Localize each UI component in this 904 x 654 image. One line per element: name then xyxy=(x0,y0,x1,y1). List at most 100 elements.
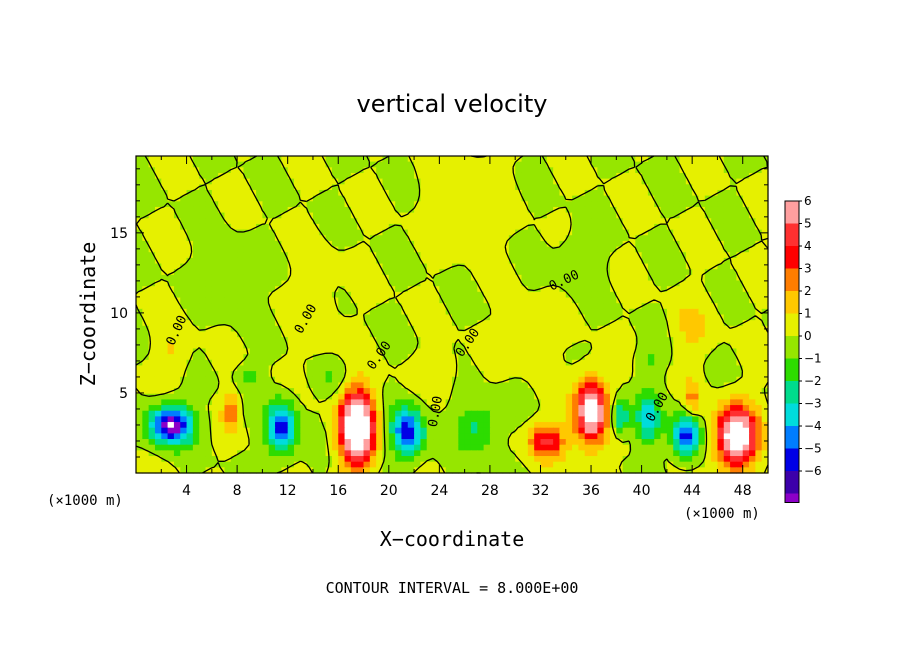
heatmap-cell xyxy=(477,376,485,384)
heatmap-cell xyxy=(357,178,365,185)
heatmap-cell xyxy=(281,223,289,231)
heatmap-cell xyxy=(237,269,245,276)
heatmap-cell xyxy=(704,308,712,316)
heatmap-cell xyxy=(275,433,282,440)
heatmap-cell xyxy=(319,399,327,406)
heatmap-cell xyxy=(546,291,554,299)
heatmap-cell xyxy=(502,331,510,338)
heatmap-cell xyxy=(395,388,403,395)
heatmap-cell xyxy=(540,405,548,412)
heatmap-cell xyxy=(256,223,263,231)
heatmap-cell xyxy=(331,303,339,310)
heatmap-cell xyxy=(572,286,579,293)
heatmap-cell xyxy=(439,184,447,191)
heatmap-cell xyxy=(401,354,409,361)
heatmap-cell xyxy=(426,263,434,270)
heatmap-cell xyxy=(186,201,194,208)
heatmap-cell xyxy=(698,167,706,174)
heatmap-cell xyxy=(647,433,655,440)
heatmap-cell xyxy=(407,303,415,310)
heatmap-cell xyxy=(527,320,535,327)
heatmap-cell xyxy=(426,189,434,197)
heatmap-cell xyxy=(344,303,352,310)
heatmap-cell xyxy=(685,405,693,412)
heatmap-cell xyxy=(230,382,238,389)
heatmap-cell xyxy=(262,206,270,214)
heatmap-cell xyxy=(597,365,605,372)
heatmap-cell xyxy=(445,274,453,282)
heatmap-cell xyxy=(635,263,643,270)
heatmap-cell xyxy=(275,325,282,333)
heatmap-cell xyxy=(755,365,763,372)
heatmap-cell xyxy=(660,156,668,163)
heatmap-cell xyxy=(666,172,674,180)
heatmap-cell xyxy=(180,348,188,355)
heatmap-cell xyxy=(717,325,725,333)
heatmap-cell xyxy=(148,427,156,434)
heatmap-cell xyxy=(628,184,636,191)
heatmap-cell xyxy=(205,433,213,440)
heatmap-cell xyxy=(578,308,586,316)
heatmap-cell xyxy=(136,354,143,361)
heatmap-cell xyxy=(249,240,257,248)
heatmap-cell xyxy=(477,337,485,344)
heatmap-cell xyxy=(382,257,390,265)
heatmap-cell xyxy=(249,320,257,327)
heatmap-cell xyxy=(628,161,636,168)
heatmap-cell xyxy=(711,291,719,299)
heatmap-cell xyxy=(262,223,270,231)
heatmap-cell xyxy=(717,320,725,327)
heatmap-cell xyxy=(388,308,396,316)
heatmap-cell xyxy=(647,172,655,180)
heatmap-cell xyxy=(540,172,548,180)
heatmap-cell xyxy=(426,257,434,265)
heatmap-cell xyxy=(388,161,396,168)
heatmap-cell xyxy=(388,388,396,395)
heatmap-cell xyxy=(230,252,238,259)
heatmap-cell xyxy=(610,240,617,248)
heatmap-cell xyxy=(180,320,188,327)
heatmap-cell xyxy=(395,337,403,344)
heatmap-cell xyxy=(685,410,693,417)
heatmap-cell xyxy=(357,303,365,310)
heatmap-cell xyxy=(565,382,573,389)
heatmap-cell xyxy=(173,257,181,265)
heatmap-cell xyxy=(496,337,504,344)
heatmap-cell xyxy=(338,218,346,225)
heatmap-cell xyxy=(173,371,181,378)
heatmap-cell xyxy=(698,410,706,417)
heatmap-cell xyxy=(666,388,674,395)
heatmap-cell xyxy=(420,291,428,299)
heatmap-cell xyxy=(470,422,478,429)
heatmap-cell xyxy=(344,297,352,304)
heatmap-cell xyxy=(173,223,181,231)
heatmap-cell xyxy=(287,246,295,253)
heatmap-cell xyxy=(458,212,466,219)
heatmap-cell xyxy=(237,252,245,259)
heatmap-cell xyxy=(515,314,523,321)
heatmap-cell xyxy=(211,223,219,231)
heatmap-cell xyxy=(167,405,175,412)
heatmap-cell xyxy=(218,274,226,282)
heatmap-cell xyxy=(584,246,592,253)
heatmap-cell xyxy=(275,246,282,253)
heatmap-cell xyxy=(685,433,693,440)
heatmap-cell xyxy=(572,184,579,191)
heatmap-cell xyxy=(433,410,440,417)
heatmap-cell xyxy=(540,235,548,242)
heatmap-cell xyxy=(344,433,352,440)
heatmap-cell xyxy=(458,433,466,440)
heatmap-cell xyxy=(243,172,251,180)
heatmap-cell xyxy=(546,269,554,276)
heatmap-cell xyxy=(761,405,769,412)
heatmap-cell xyxy=(641,393,649,401)
heatmap-cell xyxy=(407,257,415,265)
heatmap-cell xyxy=(325,206,333,214)
heatmap-cell xyxy=(635,331,643,338)
heatmap-cell xyxy=(382,229,390,236)
heatmap-cell xyxy=(294,235,301,242)
heatmap-cell xyxy=(458,161,466,168)
heatmap-cell xyxy=(477,325,485,333)
heatmap-cell xyxy=(502,269,510,276)
heatmap-cell xyxy=(237,201,245,208)
